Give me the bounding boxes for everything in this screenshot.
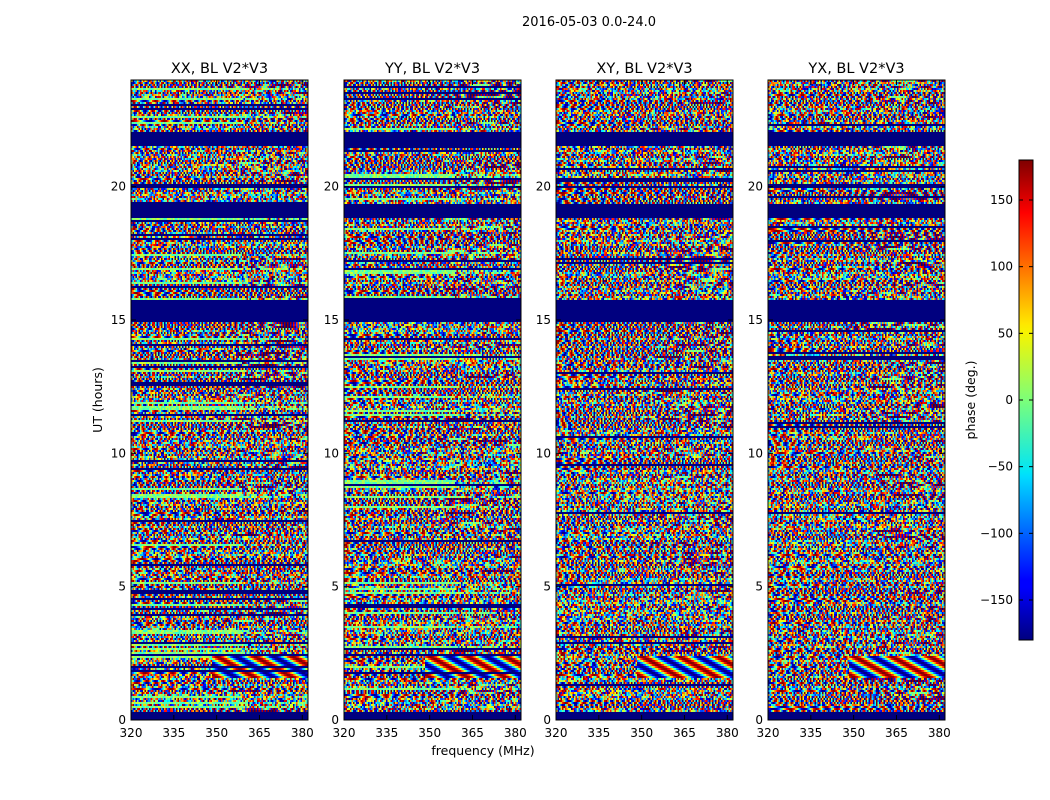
x-tick-label: 350 — [205, 726, 228, 740]
y-tick-label: 0 — [331, 713, 339, 727]
y-tick-label: 10 — [111, 446, 126, 460]
figure-title: 2016-05-03 0.0-24.0 — [522, 15, 656, 30]
panel-frame — [130, 79, 309, 721]
colorbar-tick-label: −150 — [980, 593, 1013, 607]
y-tick-label: 15 — [748, 313, 763, 327]
panel-yx: YX, BL V2*V3 320 335 350 365 380 0 5 10 15 20 — [748, 61, 951, 740]
x-tick-label: 365 — [248, 726, 271, 740]
y-tick-label: 5 — [118, 580, 126, 594]
x-tick-label: 380 — [291, 726, 314, 740]
panel-xy: XY, BL V2*V3 320 335 350 365 380 0 5 10 15 20 — [536, 61, 739, 740]
y-tick-label: 10 — [324, 446, 339, 460]
y-tick-label: 0 — [543, 713, 551, 727]
x-tick-label: 335 — [587, 726, 610, 740]
x-tick-label: 365 — [673, 726, 696, 740]
x-tick-label: 350 — [418, 726, 441, 740]
colorbar-tick-label: −50 — [988, 460, 1013, 474]
colorbar-tick-label: 100 — [990, 260, 1013, 274]
y-tick-label: 0 — [755, 713, 763, 727]
x-tick-label: 350 — [842, 726, 865, 740]
x-tick-label: 365 — [885, 726, 908, 740]
y-tick-label: 20 — [748, 180, 763, 194]
x-tick-label: 335 — [162, 726, 185, 740]
colorbar-tick-label: 50 — [998, 326, 1013, 340]
colorbar-ticks: −150 −100 −50 0 50 100 150 — [980, 193, 1033, 607]
y-tick-label: 20 — [111, 180, 126, 194]
y-axis-label: UT (hours) — [90, 367, 105, 433]
y-tick-label: 5 — [331, 580, 339, 594]
y-tick-label: 20 — [536, 180, 551, 194]
panel-frame — [343, 79, 522, 721]
colorbar-tick-label: −100 — [980, 526, 1013, 540]
y-tick-label: 10 — [536, 446, 551, 460]
colorbar-label: phase (deg.) — [963, 361, 978, 440]
phase-waterfall-image — [556, 80, 733, 720]
colorbar-tick-label: 0 — [1005, 393, 1013, 407]
x-tick-label: 320 — [757, 726, 780, 740]
panel-title: XY, BL V2*V3 — [596, 61, 692, 77]
x-tick-label: 380 — [716, 726, 739, 740]
x-tick-label: 320 — [333, 726, 356, 740]
y-tick-label: 15 — [536, 313, 551, 327]
panel-frame — [555, 79, 734, 721]
x-tick-label: 350 — [630, 726, 653, 740]
panel-frame — [767, 79, 946, 721]
y-tick-label: 10 — [748, 446, 763, 460]
panel-xx: XX, BL V2*V3 320 335 350 365 380 0 5 10 15 20 — [111, 61, 314, 740]
panel-yy: YY, BL V2*V3 320 335 350 365 380 0 5 10 15 20 — [324, 61, 527, 740]
colorbar-tick-label: 150 — [990, 193, 1013, 207]
panel-title: XX, BL V2*V3 — [171, 61, 268, 77]
y-tick-label: 0 — [118, 713, 126, 727]
x-tick-label: 365 — [461, 726, 484, 740]
y-tick-label: 20 — [324, 180, 339, 194]
colorbar: −150 −100 −50 0 50 100 150 phase (deg.) — [963, 159, 1034, 641]
phase-waterfall-image — [768, 80, 945, 720]
x-axis-label: frequency (MHz) — [431, 743, 534, 758]
y-tick-label: 15 — [111, 313, 126, 327]
x-tick-label: 320 — [545, 726, 568, 740]
phase-waterfall-image — [344, 80, 521, 720]
y-tick-label: 15 — [324, 313, 339, 327]
x-tick-label: 335 — [799, 726, 822, 740]
y-tick-label: 5 — [543, 580, 551, 594]
x-tick-label: 335 — [375, 726, 398, 740]
phase-waterfall-image — [131, 80, 308, 720]
y-tick-label: 5 — [755, 580, 763, 594]
x-tick-label: 380 — [928, 726, 951, 740]
x-tick-label: 320 — [120, 726, 143, 740]
panel-title: YX, BL V2*V3 — [807, 61, 904, 77]
panel-title: YY, BL V2*V3 — [384, 61, 480, 77]
x-tick-label: 380 — [504, 726, 527, 740]
